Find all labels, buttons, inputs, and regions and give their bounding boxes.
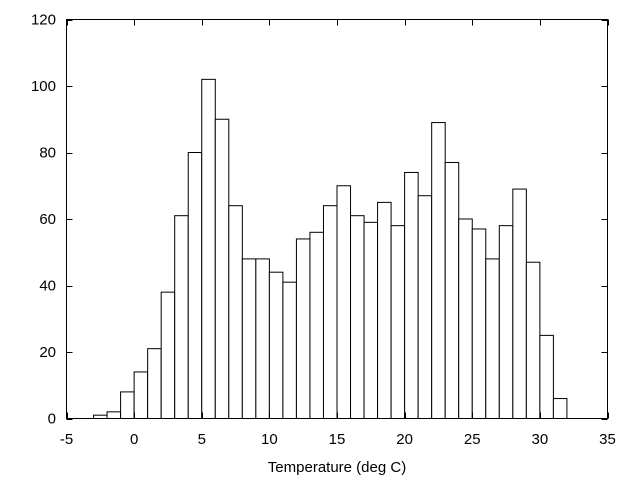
- histogram-bar: [404, 171, 419, 419]
- histogram-bar: [363, 221, 379, 419]
- histogram-bar: [525, 261, 541, 420]
- histogram-bar: [282, 281, 297, 420]
- y-tick-label: 20: [39, 344, 56, 361]
- histogram-bar: [539, 334, 554, 420]
- histogram-bar: [322, 205, 338, 419]
- histogram-bar: [268, 271, 284, 420]
- x-tick-label: 20: [396, 431, 413, 448]
- x-tick-label: 10: [261, 431, 278, 448]
- histogram-bar: [390, 225, 406, 419]
- histogram-bar: [160, 291, 176, 419]
- histogram-bar: [187, 152, 203, 419]
- histogram-bar: [350, 215, 365, 419]
- histogram-bar: [133, 371, 149, 420]
- x-tick-label: 15: [329, 431, 346, 448]
- histogram-bar: [255, 258, 270, 419]
- histogram-bar: [431, 122, 446, 419]
- y-tick-label: 40: [39, 278, 56, 295]
- y-tick-label: 100: [31, 78, 56, 95]
- histogram-bar: [444, 161, 460, 419]
- histogram-bar: [309, 231, 324, 419]
- histogram-bar: [241, 258, 257, 419]
- histogram-bar: [147, 348, 162, 419]
- y-tick-label: 0: [48, 411, 56, 428]
- x-tick-label: 35: [599, 431, 616, 448]
- histogram-bar: [552, 398, 568, 419]
- histogram-bar: [485, 258, 500, 419]
- histogram-bar: [417, 195, 433, 419]
- y-tick-label: 60: [39, 211, 56, 228]
- y-tick-label: 120: [31, 12, 56, 29]
- histogram-bar: [228, 205, 243, 419]
- y-tick-label: 80: [39, 145, 56, 162]
- histogram-bar: [458, 218, 473, 419]
- histogram-bar: [336, 185, 352, 419]
- histogram-bar: [201, 78, 216, 419]
- histogram-bar: [295, 238, 311, 419]
- x-tick-label: -5: [60, 431, 73, 448]
- x-tick-label: 25: [464, 431, 481, 448]
- histogram-bar: [498, 225, 514, 419]
- histogram-bar: [174, 215, 189, 419]
- x-tick-label: 30: [532, 431, 549, 448]
- x-axis-label: Temperature (deg C): [268, 459, 406, 476]
- histogram-bar: [512, 188, 527, 419]
- histogram-bar: [120, 391, 135, 419]
- histogram-bar: [377, 201, 392, 419]
- histogram-bar: [214, 118, 230, 419]
- histogram-bar: [471, 228, 487, 419]
- ticks-layer: [66, 19, 609, 420]
- x-tick-label: 0: [130, 431, 138, 448]
- bars-layer: [93, 78, 568, 420]
- x-tick-label: 5: [198, 431, 206, 448]
- plot-area-frame: [66, 19, 608, 419]
- histogram-bar: [106, 411, 122, 420]
